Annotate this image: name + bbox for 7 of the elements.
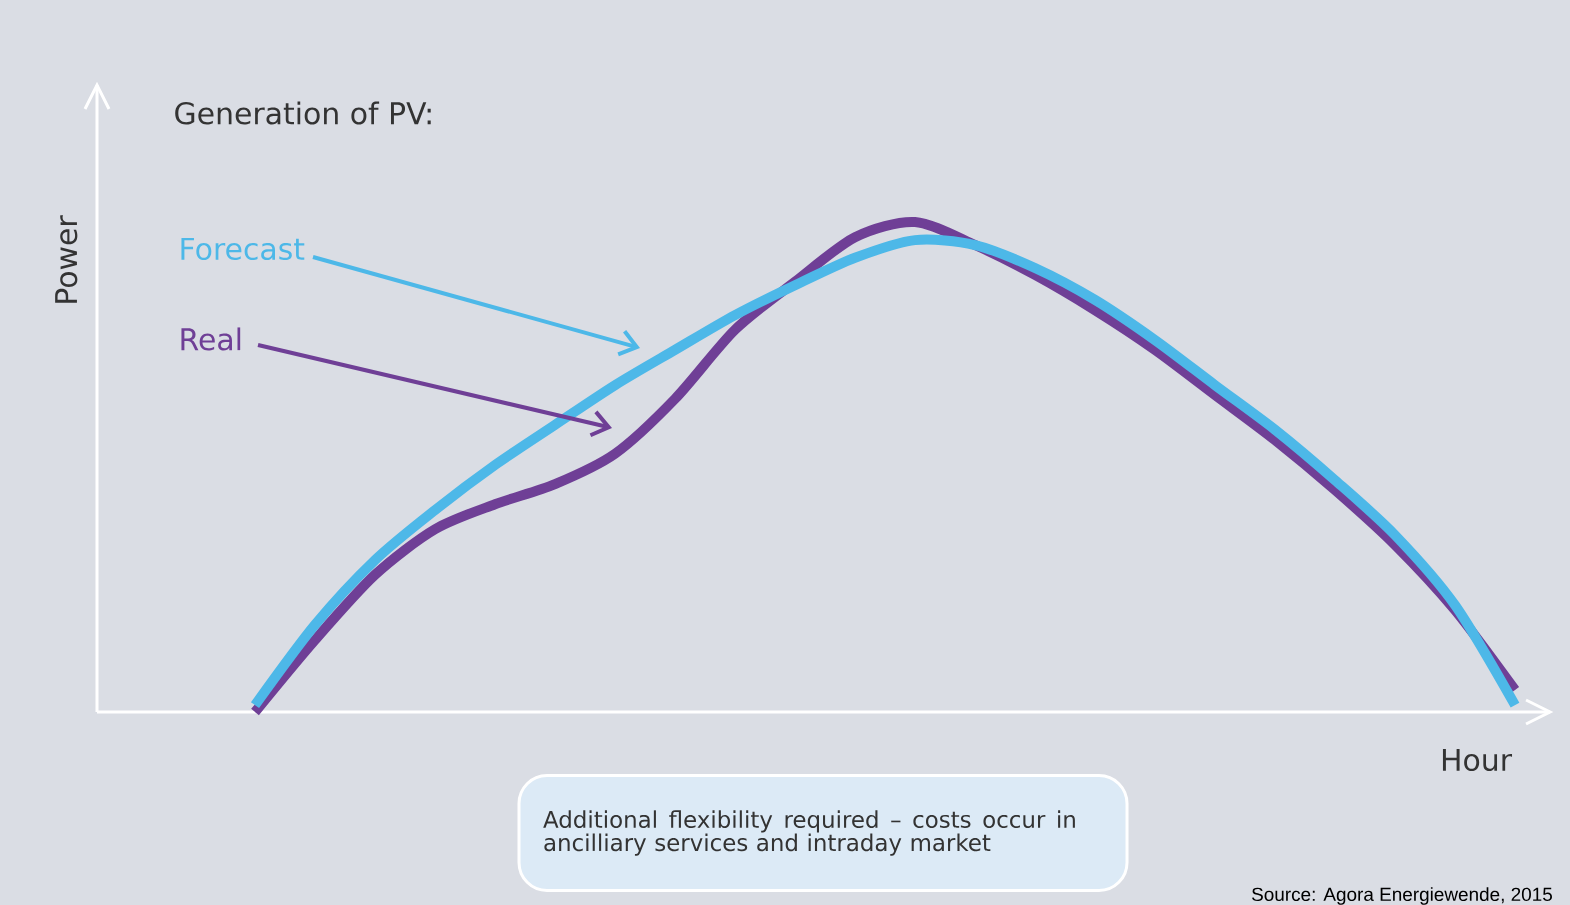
text: Forecast — [181, 237, 305, 261]
x-axis-title: Hour — [1442, 748, 1513, 772]
y-axis-title: Power — [55, 215, 78, 303]
chart-title: Generation of PV: — [175, 101, 431, 125]
source-note: Source: Agora Energiewende, 2015 — [1252, 887, 1552, 905]
text: Real — [181, 327, 241, 351]
text: Additional flexibility required – costs occur in ancilliary services and intraday market — [543, 810, 1075, 856]
